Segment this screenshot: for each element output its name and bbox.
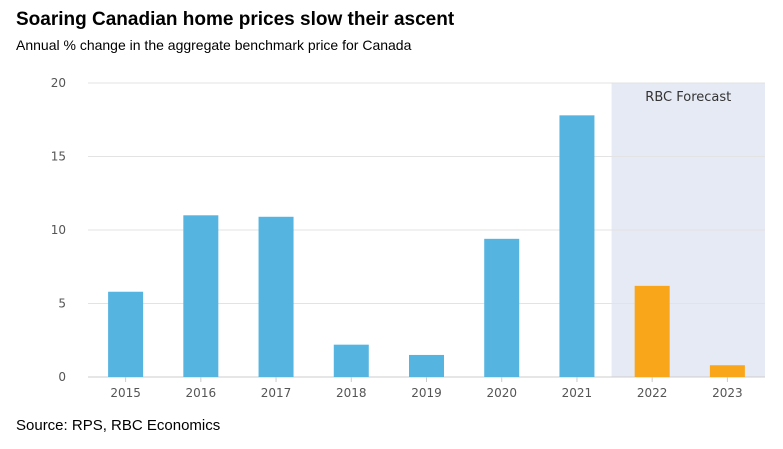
x-axis-ticks: 2015 2016 2017 2018 2019 2020 2021 2022 2023 [110,377,743,400]
forecast-region-label: RBC Forecast [645,90,731,105]
y-tick-label: 15 [51,150,66,164]
bar-2016[interactable] [183,215,219,377]
x-tick-label: 2019 [411,386,442,400]
y-tick-label: 5 [58,297,66,311]
y-axis-ticks: 0 5 10 15 20 [51,76,66,384]
x-tick-label: 2017 [261,386,292,400]
chart-subtitle: Annual % change in the aggregate benchma… [16,37,412,53]
bar-2018[interactable] [333,344,369,377]
x-tick-label: 2020 [486,386,517,400]
x-tick-label: 2023 [712,386,743,400]
y-tick-label: 10 [51,223,66,237]
x-tick-label: 2018 [336,386,367,400]
x-tick-label: 2021 [562,386,593,400]
chart-title: Soaring Canadian home prices slow their … [16,9,455,30]
bar-2019[interactable] [409,354,444,377]
bar-2021[interactable] [559,115,595,377]
bar-2017[interactable] [258,216,294,377]
bar-2022[interactable] [634,285,670,377]
y-tick-label: 0 [58,370,66,384]
x-tick-label: 2022 [637,386,668,400]
source-note: Source: RPS, RBC Economics [16,417,221,434]
y-tick-label: 20 [51,76,66,90]
x-tick-label: 2016 [186,386,217,400]
bar-2020[interactable] [484,238,520,377]
x-tick-label: 2015 [110,386,141,400]
bar-2015[interactable] [108,291,144,377]
bar-2023[interactable] [709,365,745,377]
bars [108,115,745,377]
